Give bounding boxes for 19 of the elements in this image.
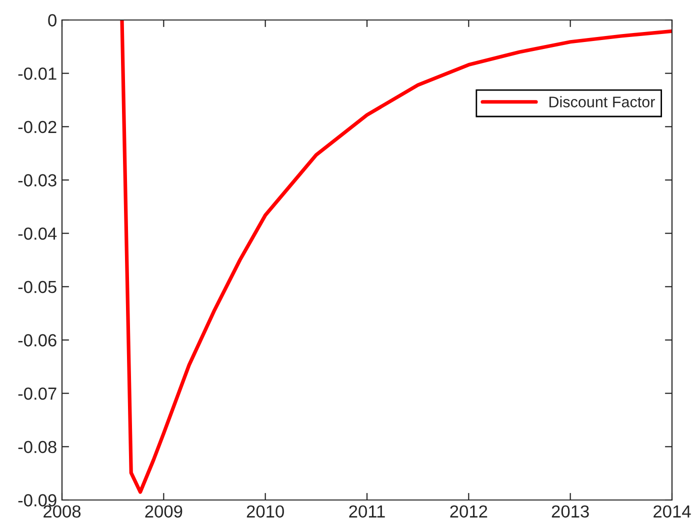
x-tick-label: 2010 — [246, 505, 284, 518]
y-tick-label: -0.05 — [18, 280, 56, 294]
y-tick-label: -0.09 — [18, 494, 56, 506]
y-tick-label: -0.07 — [18, 388, 56, 400]
legend-label: Discount Factor — [549, 96, 655, 108]
x-tick-label: 2009 — [145, 505, 182, 518]
y-tick-label: 0 — [48, 14, 56, 26]
y-tick-label: -0.08 — [18, 440, 56, 454]
x-tick-label: 2008 — [44, 505, 81, 518]
x-tick-label: 2011 — [349, 505, 385, 518]
x-tick-label: 2014 — [654, 505, 691, 518]
y-tick-label: -0.01 — [18, 68, 56, 80]
x-tick-label: 2013 — [552, 505, 589, 518]
y-tick-label: -0.03 — [18, 174, 56, 186]
line-series — [120, 20, 672, 494]
y-tick-label: -0.02 — [18, 120, 56, 134]
y-tick-label: -0.06 — [18, 334, 56, 346]
y-tick-label: -0.04 — [18, 228, 57, 240]
x-tick-label: 2012 — [450, 505, 488, 518]
